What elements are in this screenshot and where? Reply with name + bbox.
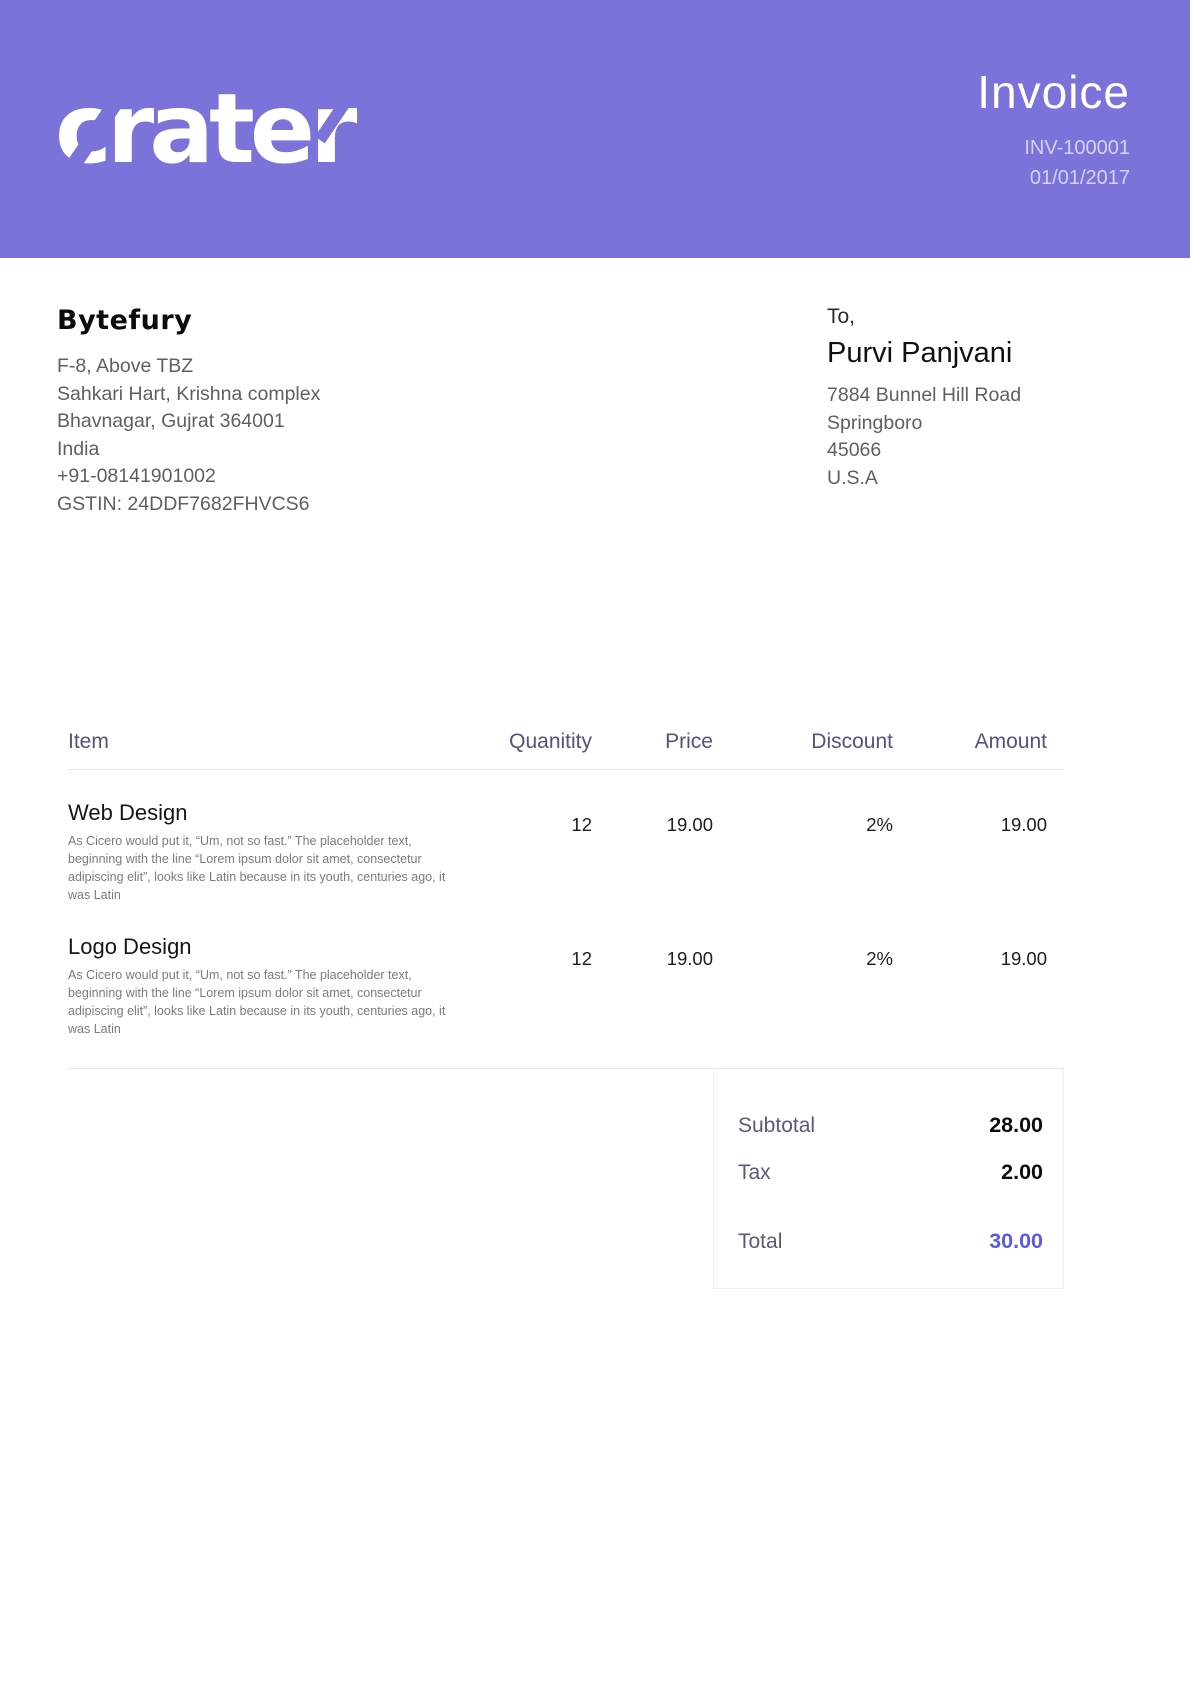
bill-to-label: To, <box>827 305 856 328</box>
item-price: 19.00 <box>666 814 713 835</box>
invoice-date: 01/01/2017 <box>1029 167 1130 189</box>
column-header-discount: Discount <box>713 730 893 770</box>
line-items-table: Item Quanitity Price Discount Amount Web… <box>68 730 1064 1038</box>
totals-box: Subtotal 28.00 Tax 2.00 Total 30.00 <box>713 1069 1064 1289</box>
item-quantity: 12 <box>571 814 592 835</box>
subtotal-row: Subtotal 28.00 <box>738 1113 1043 1138</box>
invoice-title: Invoice <box>977 66 1130 118</box>
bill-to-address-line: 45066 <box>827 439 882 461</box>
item-discount: 2% <box>866 948 893 969</box>
item-discount: 2% <box>866 814 893 835</box>
company-phone: +91-08141901002 <box>57 465 216 487</box>
company-address: F-8, Above TBZ Sahkari Hart, Krishna com… <box>57 353 320 518</box>
address-section: Bytefury F-8, Above TBZ Sahkari Hart, Kr… <box>0 258 1190 518</box>
company-address-line: India <box>57 437 100 460</box>
total-label: Total <box>738 1230 783 1253</box>
company-address-line: Bhavnagar, Gujrat 364001 <box>57 410 285 432</box>
company-address-line: Sahkari Hart, Krishna complex <box>57 382 321 405</box>
table-row: Logo Design As Cicero would put it, “Um,… <box>68 904 1064 1038</box>
subtotal-label: Subtotal <box>738 1114 816 1137</box>
item-amount: 19.00 <box>1000 814 1047 835</box>
invoice-number: INV-100001 <box>1024 137 1130 159</box>
tax-value: 2.00 <box>1001 1160 1043 1184</box>
company-address-line: F-8, Above TBZ <box>57 355 194 377</box>
item-name: Logo Design <box>68 934 192 959</box>
company-gstin: GSTIN: 24DDF7682FHVCS6 <box>57 492 310 515</box>
bill-to-address-line: 7884 Bunnel Hill Road <box>827 384 1022 406</box>
item-quantity: 12 <box>571 948 592 969</box>
column-header-amount: Amount <box>893 730 1064 770</box>
invoice-header: crater Invoice INV-100001 01/01/2017 <box>0 0 1190 258</box>
item-amount: 19.00 <box>1000 948 1047 969</box>
item-price: 19.00 <box>666 948 713 969</box>
line-items-section: Item Quanitity Price Discount Amount Web… <box>68 730 1064 1289</box>
item-cell: Logo Design As Cicero would put it, “Um,… <box>68 904 448 1038</box>
table-row: Web Design As Cicero would put it, “Um, … <box>68 770 1064 905</box>
subtotal-value: 28.00 <box>989 1113 1043 1137</box>
bill-to-address-line: Springboro <box>827 411 923 434</box>
bill-to-name: Purvi Panjvani <box>827 337 1013 369</box>
crater-logo: crater <box>53 72 358 190</box>
item-name: Web Design <box>68 800 188 825</box>
column-header-price: Price <box>592 730 713 770</box>
table-header-row: Item Quanitity Price Discount Amount <box>68 730 1064 770</box>
company-block: Bytefury F-8, Above TBZ Sahkari Hart, Kr… <box>57 305 320 518</box>
item-description: As Cicero would put it, “Um, not so fast… <box>68 834 446 902</box>
column-header-quantity: Quanitity <box>448 730 592 770</box>
column-header-item: Item <box>68 730 448 770</box>
item-description: As Cicero would put it, “Um, not so fast… <box>68 968 446 1036</box>
bill-to-address-line: U.S.A <box>827 466 878 489</box>
invoice-meta: Invoice INV-100001 01/01/2017 <box>977 65 1130 193</box>
tax-row: Tax 2.00 <box>738 1160 1043 1185</box>
item-cell: Web Design As Cicero would put it, “Um, … <box>68 770 448 905</box>
company-name: Bytefury <box>57 305 193 336</box>
totals-divider: Subtotal 28.00 Tax 2.00 Total 30.00 <box>68 1068 1064 1289</box>
tax-label: Tax <box>738 1161 771 1184</box>
total-value: 30.00 <box>989 1229 1043 1253</box>
total-row: Total 30.00 <box>738 1229 1043 1254</box>
bill-to-block: To, Purvi Panjvani 7884 Bunnel Hill Road… <box>827 305 1127 518</box>
bill-to-address: 7884 Bunnel Hill Road Springboro 45066 U… <box>827 382 1127 492</box>
